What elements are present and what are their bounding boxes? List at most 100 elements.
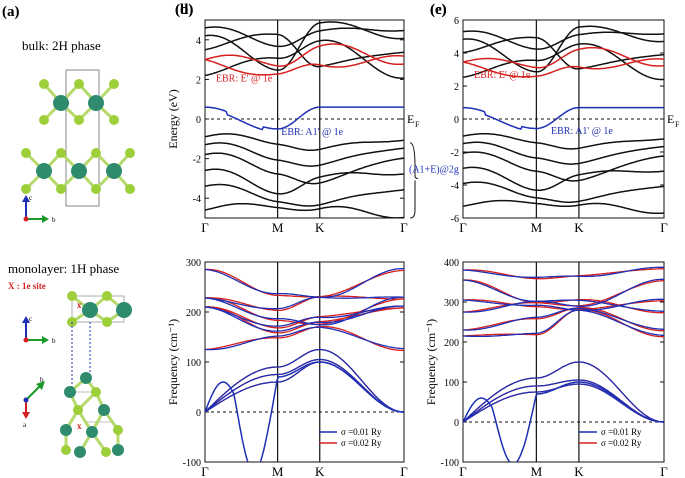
monolayer-top-view: x (60, 372, 124, 458)
chalcogen-atom (91, 148, 101, 158)
bulk-title: bulk: 2H phase (22, 38, 101, 53)
series-group (463, 266, 664, 462)
metal-atom (53, 95, 69, 111)
chalcogen-atom (109, 115, 119, 125)
chalcogen-atom (21, 148, 31, 158)
k-point-label: M (272, 220, 284, 235)
conduction-band (463, 25, 664, 73)
phonon-acoustic-01 (463, 361, 664, 423)
legend-label: σ =0.01 Ry (601, 427, 642, 437)
ebr-e-band (205, 54, 404, 76)
mono-side-axes-indicator: c b (22, 315, 56, 345)
fermi-sub: F (675, 120, 680, 129)
annotation-ebr-a1: EBR: A1' @ 1e (281, 127, 343, 138)
k-point-label: Γ (400, 464, 408, 478)
ebr-a1-band (463, 106, 664, 131)
axis-a-label: a (23, 421, 27, 429)
fermi-sub: F (415, 120, 420, 129)
k-point-label: Γ (201, 220, 209, 235)
phonon-branch-01 (205, 305, 404, 332)
phonon-branch-01 (463, 299, 664, 313)
k-point-label: M (531, 220, 543, 235)
chalcogen-atom (91, 184, 101, 194)
ebr-e-band (205, 43, 404, 67)
valence-band (463, 199, 664, 215)
phonon-branch-01 (463, 298, 664, 312)
k-point-label: K (574, 220, 584, 235)
valence-band (205, 202, 404, 218)
y-tick-label: 2 (196, 75, 201, 86)
y-tick-label: 2 (454, 82, 459, 93)
k-point-label: Γ (459, 220, 467, 235)
valence-band (205, 183, 404, 207)
y-axis-label: Frequency (cm⁻¹) (166, 319, 180, 405)
y-tick-label: 4 (454, 49, 459, 60)
phonon-branch-01 (205, 305, 404, 327)
conduction-band (463, 43, 664, 81)
phonon-acoustic-02 (205, 361, 404, 413)
annotation-ebr-a1: EBR: A1' @ 1e (551, 126, 613, 137)
y-axis-label: Frequency (cm⁻¹) (424, 319, 438, 405)
plot-frame (462, 261, 665, 463)
series-group (205, 21, 404, 218)
y-tick-label: 200 (444, 338, 459, 349)
phonon-acoustic-01 (463, 383, 664, 423)
valence-band (205, 142, 404, 167)
y-tick-label: -4 (193, 194, 201, 205)
panel-d-phonon-bulk: (d) -100 0 100 200 300 Frequency (cm⁻¹) Γ M K Γσ =… (166, 2, 408, 478)
valence-band (205, 168, 404, 195)
phonon-acoustic-02 (463, 383, 664, 423)
y-tick-label: 100 (186, 358, 201, 369)
annotation-valence-irrep: (A1+E)@2g (409, 164, 459, 175)
phonon-branch-01 (205, 326, 404, 351)
metal-atom (88, 95, 104, 111)
annotation-ebr-e: EBR: E' @ 1e (216, 73, 273, 84)
monolayer-title: monolayer: 1H phase (8, 261, 119, 276)
k-point-label: K (315, 220, 325, 235)
axis-b-label: b (52, 216, 56, 224)
series-group (205, 267, 404, 462)
y-tick-label: 4 (196, 36, 201, 47)
y-tick-label: 0 (454, 115, 459, 126)
metal-atom (106, 163, 122, 179)
monolayer-side-view: x (67, 291, 132, 390)
y-tick-label: 6 (454, 16, 459, 27)
axis-c-label: c (29, 315, 32, 323)
legend-label: σ =0.02 Ry (341, 438, 382, 448)
metal-atom (36, 163, 52, 179)
phonon-acoustic-01 (205, 361, 404, 413)
valence-band (205, 152, 404, 185)
y-tick-label: -4 (451, 181, 459, 192)
chalcogen-atom (74, 79, 84, 89)
chalcogen-atom (74, 115, 84, 125)
phonon-branch-01 (463, 266, 664, 279)
ebr-e-band (463, 46, 664, 69)
chalcogen-atom (21, 184, 31, 194)
soft-phonon-mode (463, 381, 664, 462)
conduction-band (205, 39, 404, 79)
phonon-branch-02 (205, 325, 404, 352)
unit-cell-box (65, 69, 100, 207)
k-point-label: Γ (400, 220, 408, 235)
chalcogen-atom (56, 184, 66, 194)
mono-top-axes-indicator: b a (22, 376, 45, 429)
y-tick-label: -2 (451, 148, 459, 159)
k-point-label: Γ (459, 464, 467, 478)
panel-label: (e) (430, 2, 447, 18)
phonon-branch-02 (205, 268, 404, 298)
k-point-label: M (272, 464, 284, 478)
valence-band (463, 132, 664, 150)
k-point-label: K (315, 464, 325, 478)
conduction-band (205, 21, 404, 71)
panel-label: (d) (175, 2, 193, 18)
y-axis-label: Energy (eV) (166, 89, 180, 148)
panel-label: (c) (430, 2, 447, 18)
metal-atom (71, 163, 87, 179)
panel-c-electronic-bands-monolayer: (c) -6 -4 -2 0 2 4 6 Γ M K Γ E F EBR: E' @ 1e EBR: A1' … (430, 2, 680, 235)
valence-band (205, 133, 404, 152)
bulk-axes-indicator: c b (22, 194, 56, 224)
valence-band (463, 151, 664, 182)
y-tick-label: -100 (441, 458, 459, 469)
y-tick-label: -2 (193, 155, 201, 166)
y-tick-label: 100 (444, 378, 459, 389)
